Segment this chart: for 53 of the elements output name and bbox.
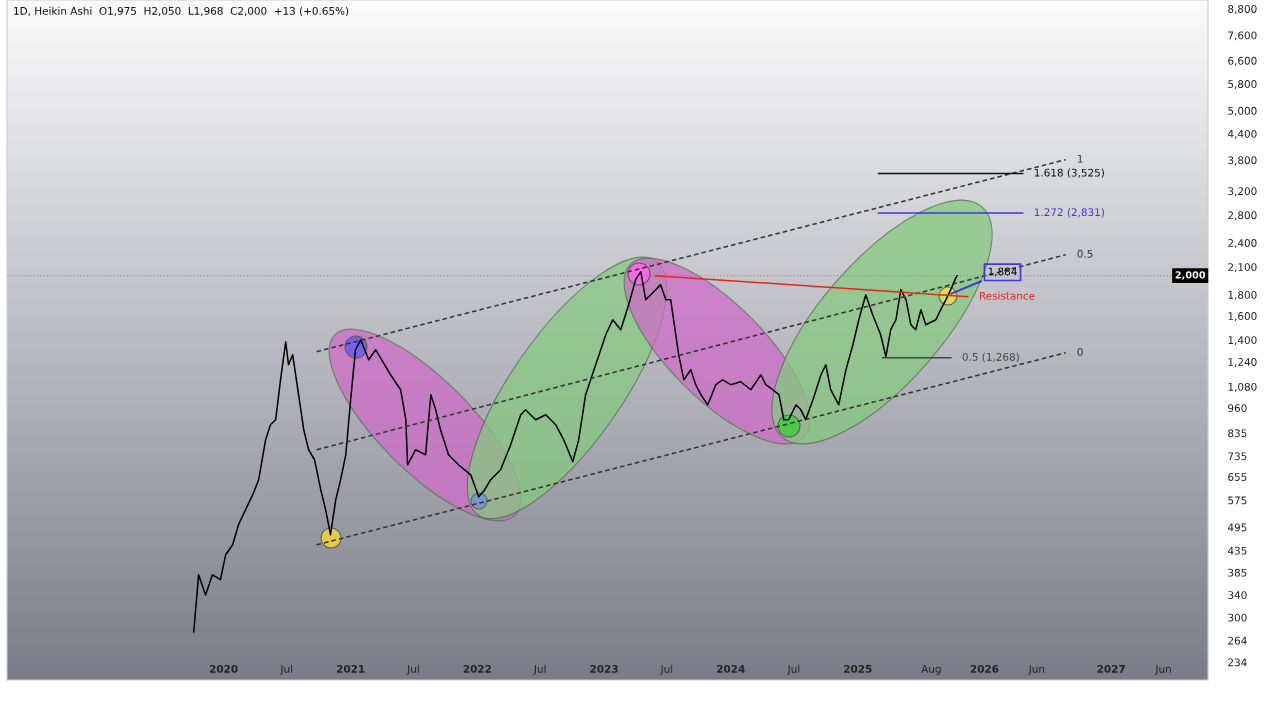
series-label: 0.5 <box>1077 249 1093 258</box>
y-tick-label: 340 <box>1228 591 1247 600</box>
series-label: 0.5 (1,268) <box>962 352 1019 363</box>
series-label: 1 <box>1077 154 1083 163</box>
y-tick-label: 385 <box>1228 568 1247 577</box>
y-tick-label: 575 <box>1228 496 1247 505</box>
y-tick-label: 1,800 <box>1228 290 1257 300</box>
y-tick-label: 655 <box>1228 473 1247 481</box>
y-tick-label: 2,100 <box>1228 263 1257 273</box>
y-tick-label: 7,600 <box>1228 31 1257 41</box>
y-tick-label: 300 <box>1228 613 1247 622</box>
y-tick-label: 1,080 <box>1228 382 1257 392</box>
y-tick-label: 960 <box>1228 404 1247 413</box>
x-tick-label: Aug <box>921 665 941 675</box>
y-tick-label: 4,400 <box>1227 129 1257 139</box>
y-tick-label: 5,800 <box>1228 80 1257 90</box>
x-tick-label: 2021 <box>336 664 365 673</box>
x-tick-label: Jul <box>787 664 800 675</box>
x-tick-label: Jul <box>660 664 673 675</box>
x-tick-label: Jun <box>1154 665 1171 675</box>
x-tick-label: 2020 <box>209 664 238 673</box>
y-tick-label: 8,800 <box>1228 5 1257 14</box>
series-label: 0 <box>1077 347 1083 356</box>
y-tick-label: 234 <box>1228 658 1247 667</box>
text: 1D, Heikin Ashi O1,975 H2,050 L1,968 C2,000 +13 (+0.65%) <box>14 6 349 17</box>
y-tick-label: 3,200 <box>1228 187 1257 197</box>
y-tick-label: 6,600 <box>1228 56 1257 66</box>
y-tick-label: 1,400 <box>1228 336 1257 346</box>
y-tick-label: 5,000 <box>1228 106 1257 116</box>
x-tick-label: Jul <box>406 664 419 675</box>
ref-line-label: 2,000 <box>1175 271 1206 280</box>
series-label: Resistance <box>979 291 1035 300</box>
y-tick-label: 2,400 <box>1228 239 1257 249</box>
y-tick-label: 435 <box>1227 546 1247 555</box>
y-tick-label: 735 <box>1228 452 1247 461</box>
x-tick-label: 2026 <box>970 664 999 673</box>
series-label: 1.272 (2,831) <box>1034 208 1104 218</box>
x-tick-label: 2022 <box>463 664 491 673</box>
x-tick-label: 2025 <box>844 664 872 673</box>
x-tick-label: Jul <box>279 664 293 675</box>
y-tick-label: 3,800 <box>1228 156 1257 166</box>
y-tick-label: 2,800 <box>1228 211 1257 221</box>
x-tick-label: 2024 <box>717 664 745 673</box>
y-tick-label: 264 <box>1228 636 1247 645</box>
y-tick-label: 495 <box>1227 523 1247 532</box>
y-tick-label: 1,600 <box>1228 312 1257 322</box>
x-tick-label: 2023 <box>590 664 618 673</box>
x-tick-label: Jul <box>533 664 546 675</box>
y-tick-label: 1,240 <box>1228 358 1257 367</box>
x-tick-label: Jun <box>1028 665 1045 675</box>
x-tick-label: 2027 <box>1097 664 1125 673</box>
series-label: 1.618 (3,525) <box>1034 168 1104 178</box>
y-tick-label: 835 <box>1228 429 1247 438</box>
